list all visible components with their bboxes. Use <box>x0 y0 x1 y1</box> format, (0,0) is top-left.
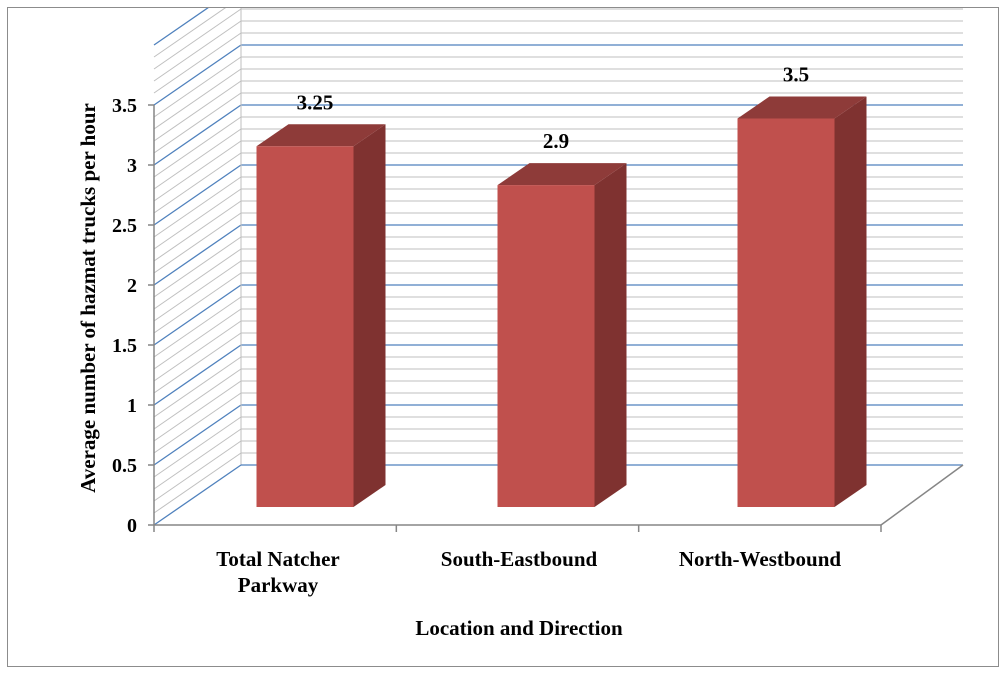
y-tick-label: 0.5 <box>112 455 137 477</box>
major-gridline-side <box>153 284 242 346</box>
minor-gridline-side <box>153 356 242 418</box>
minor-gridline-side <box>153 8 226 58</box>
category-label: Parkway <box>238 573 319 597</box>
minor-gridline-side <box>153 452 242 514</box>
category-label: South-Eastbound <box>441 547 598 571</box>
minor-gridline-side <box>153 248 242 310</box>
minor-gridline-side <box>153 428 242 490</box>
chart-svg: 0 0.5 1 1.5 2 2.5 3 3.5 3.25 2.9 3.5 Total Natche… <box>76 8 964 640</box>
minor-gridline-side <box>153 116 242 178</box>
y-tick-label: 2.5 <box>112 215 137 237</box>
bars <box>256 96 867 507</box>
minor-gridline-side <box>153 152 242 214</box>
minor-gridline-side <box>153 296 242 358</box>
y-tick-labels: 0 0.5 1 1.5 2 2.5 3 3.5 <box>112 95 137 537</box>
y-tick-label: 3.5 <box>112 95 137 117</box>
data-labels: 3.25 2.9 3.5 <box>297 63 810 154</box>
bar-side-face <box>834 96 867 507</box>
bar-side-face <box>594 163 627 507</box>
bar-top-face <box>497 163 627 186</box>
major-gridline-side <box>153 104 242 166</box>
data-label: 2.9 <box>543 129 569 153</box>
major-gridline-side <box>153 44 242 106</box>
floor-left-edge <box>153 464 242 526</box>
minor-gridline-side <box>153 272 242 334</box>
minor-gridline-side <box>153 80 242 142</box>
bar <box>737 118 835 507</box>
data-label: 3.5 <box>783 63 809 87</box>
y-tick-label: 0 <box>127 515 137 537</box>
minor-gridline-side <box>153 68 242 130</box>
data-label: 3.25 <box>297 90 334 114</box>
minor-gridline-side <box>153 20 242 82</box>
y-axis-title: Average number of hazmat trucks per hour <box>76 103 100 493</box>
minor-gridline-side <box>153 32 242 94</box>
minor-gridline-side <box>153 368 242 430</box>
y-tick-label: 3 <box>127 155 137 177</box>
major-gridline-side <box>153 164 242 226</box>
minor-gridline-side <box>153 56 242 118</box>
floor-right-edge <box>880 464 964 526</box>
y-tick-label: 1.5 <box>112 335 137 357</box>
bar <box>256 146 354 507</box>
y-tick-label: 1 <box>127 395 137 417</box>
minor-gridline-side <box>153 320 242 382</box>
bar-side-face <box>353 124 386 507</box>
bar <box>497 185 595 507</box>
minor-gridline-side <box>153 92 242 154</box>
minor-gridline-side <box>153 440 242 502</box>
minor-gridline-side <box>153 176 242 238</box>
minor-gridline-side <box>153 140 242 202</box>
bar-top-face <box>737 96 867 119</box>
minor-gridline-side <box>153 212 242 274</box>
major-gridline-side <box>153 8 209 46</box>
y-tick-label: 2 <box>127 275 137 297</box>
minor-gridline-side <box>153 380 242 442</box>
category-label: Total Natcher <box>216 547 339 571</box>
major-gridline-side <box>153 344 242 406</box>
minor-gridline-side <box>153 236 242 298</box>
chart-frame: 0 0.5 1 1.5 2 2.5 3 3.5 3.25 2.9 3.5 Total Natche… <box>7 7 999 667</box>
major-gridline-side <box>153 404 242 466</box>
minor-gridline-side <box>153 8 242 70</box>
minor-gridline-side <box>153 188 242 250</box>
minor-gridline-side <box>153 128 242 190</box>
minor-gridline-side <box>153 416 242 478</box>
bar-top-face <box>256 124 386 147</box>
major-gridline-side <box>153 224 242 286</box>
x-axis-title: Location and Direction <box>415 616 623 640</box>
category-label: North-Westbound <box>679 547 842 571</box>
minor-gridline-side <box>153 200 242 262</box>
minor-gridline-side <box>153 392 242 454</box>
minor-gridline-side <box>153 308 242 370</box>
minor-gridline-side <box>153 260 242 322</box>
minor-gridline-side <box>153 332 242 394</box>
